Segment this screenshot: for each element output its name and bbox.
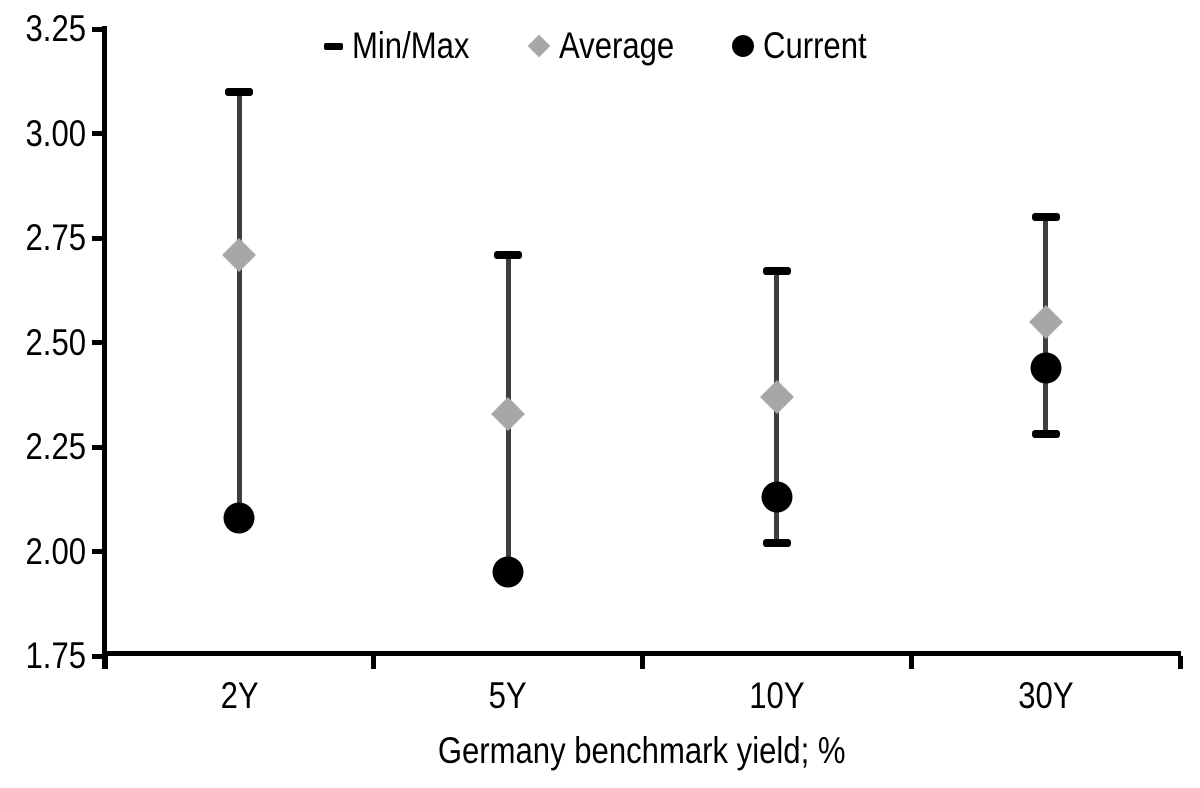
x-category-label-text: 2Y — [220, 675, 259, 716]
y-axis-tick-label: 2.75 — [0, 216, 86, 260]
y-axis-tick — [92, 549, 105, 554]
x-category-label: 10Y — [687, 674, 867, 718]
x-axis-tick — [908, 656, 914, 669]
legend-label: Current — [762, 25, 867, 66]
y-axis-tick-label-text: 2.25 — [25, 426, 86, 467]
x-axis-tick — [371, 656, 377, 669]
x-category-label: 30Y — [956, 674, 1136, 718]
legend-circle-icon — [731, 35, 754, 57]
y-axis-tick — [92, 26, 105, 32]
y-axis-tick-label-text: 2.00 — [25, 530, 86, 572]
y-axis-tick-label: 1.75 — [0, 634, 86, 678]
min-cap-30y — [1031, 430, 1060, 439]
legend-label: Average — [558, 25, 674, 66]
legend-dash-icon — [323, 42, 343, 50]
y-axis-line — [102, 26, 107, 669]
x-axis-tick — [640, 656, 645, 669]
x-category-label: 5Y — [418, 674, 598, 718]
average-marker-5y — [491, 396, 526, 431]
legend-label: Min/Max — [351, 25, 470, 66]
legend-item-min-max: Min/Max — [323, 23, 492, 69]
legend-item-average: Average — [527, 23, 696, 69]
x-category-label: 2Y — [149, 674, 329, 718]
y-axis-tick-label-text: 1.75 — [25, 635, 86, 676]
y-axis-tick-label: 2.25 — [0, 425, 86, 469]
y-axis-tick — [92, 340, 105, 345]
y-axis-tick-label: 2.00 — [0, 530, 86, 574]
average-marker-10y — [759, 379, 794, 414]
legend: Min/Max Average Current — [105, 23, 1105, 69]
average-marker-2y — [222, 237, 257, 272]
current-marker-5y — [492, 556, 524, 588]
x-axis-tick — [1177, 656, 1183, 669]
y-axis-tick-label-text: 2.75 — [25, 217, 86, 258]
range-line-2y — [236, 91, 242, 519]
current-marker-2y — [223, 502, 255, 534]
legend-item-current: Current — [731, 23, 886, 69]
current-marker-30y — [1030, 352, 1062, 384]
max-cap-30y — [1031, 213, 1060, 222]
x-axis-tick — [102, 656, 108, 669]
y-axis-tick — [92, 444, 105, 450]
y-axis-tick-label: 3.00 — [0, 112, 86, 156]
y-axis-tick — [92, 235, 105, 241]
x-category-label-text: 10Y — [749, 675, 805, 716]
x-category-label-text: 30Y — [1017, 675, 1074, 716]
legend-diamond-icon — [527, 34, 550, 58]
x-axis-line — [102, 651, 1181, 656]
average-marker-30y — [1028, 304, 1063, 339]
y-axis-tick-label: 2.50 — [0, 321, 86, 365]
y-axis-tick-label-text: 3.00 — [25, 112, 86, 154]
y-axis-tick-label-text: 2.50 — [25, 321, 86, 363]
x-category-label-text: 5Y — [489, 675, 528, 716]
max-cap-5y — [494, 250, 523, 259]
max-cap-2y — [225, 87, 254, 96]
y-axis-tick — [92, 131, 105, 136]
min-cap-10y — [762, 539, 791, 548]
x-axis-title: Germany benchmark yield; % — [342, 728, 942, 774]
y-axis-tick — [92, 653, 105, 659]
x-axis-title-text: Germany benchmark yield; % — [438, 730, 846, 771]
current-marker-10y — [761, 481, 793, 513]
y-axis-tick-label-text: 3.25 — [25, 8, 86, 49]
max-cap-10y — [762, 267, 791, 276]
y-axis-tick-label: 3.25 — [0, 7, 86, 51]
